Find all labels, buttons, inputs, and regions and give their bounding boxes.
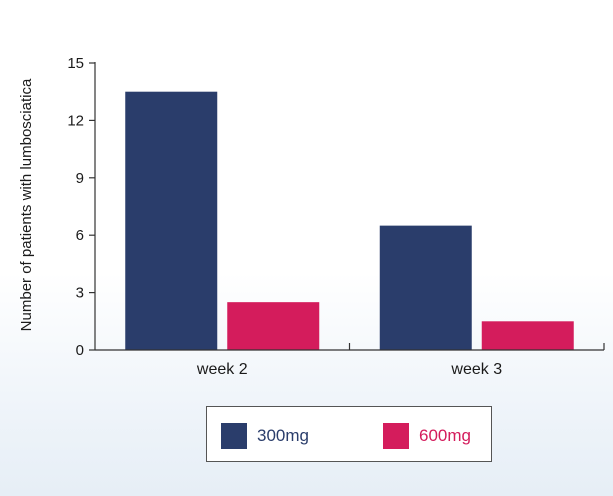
y-tick-label: 15 bbox=[67, 55, 84, 72]
bar-300mg-week-3 bbox=[379, 225, 472, 350]
x-category-label: week 3 bbox=[450, 361, 502, 378]
legend-label-300mg: 300mg bbox=[257, 426, 309, 445]
legend-label-600mg: 600mg bbox=[419, 426, 471, 445]
bar-chart: Number of patients with lumbosciatica 0 3… bbox=[18, 55, 605, 378]
legend-item-300mg: 300mg bbox=[221, 423, 309, 449]
legend-swatch-600mg bbox=[383, 423, 409, 449]
y-tick-label: 6 bbox=[76, 227, 84, 244]
y-tick-label: 12 bbox=[67, 112, 84, 129]
y-tick-label: 9 bbox=[76, 170, 84, 187]
legend-item-600mg: 600mg bbox=[383, 423, 471, 449]
y-tick-label: 3 bbox=[76, 285, 84, 302]
bar-600mg-week-3 bbox=[481, 321, 574, 350]
x-category-label: week 2 bbox=[196, 361, 248, 378]
y-axis-label: Number of patients with lumbosciatica bbox=[18, 78, 35, 331]
bar-600mg-week-2 bbox=[227, 302, 320, 350]
bar-300mg-week-2 bbox=[125, 91, 218, 350]
y-tick-label: 0 bbox=[76, 342, 84, 359]
legend-swatch-300mg bbox=[221, 423, 247, 449]
legend: 300mg 600mg bbox=[206, 406, 492, 462]
